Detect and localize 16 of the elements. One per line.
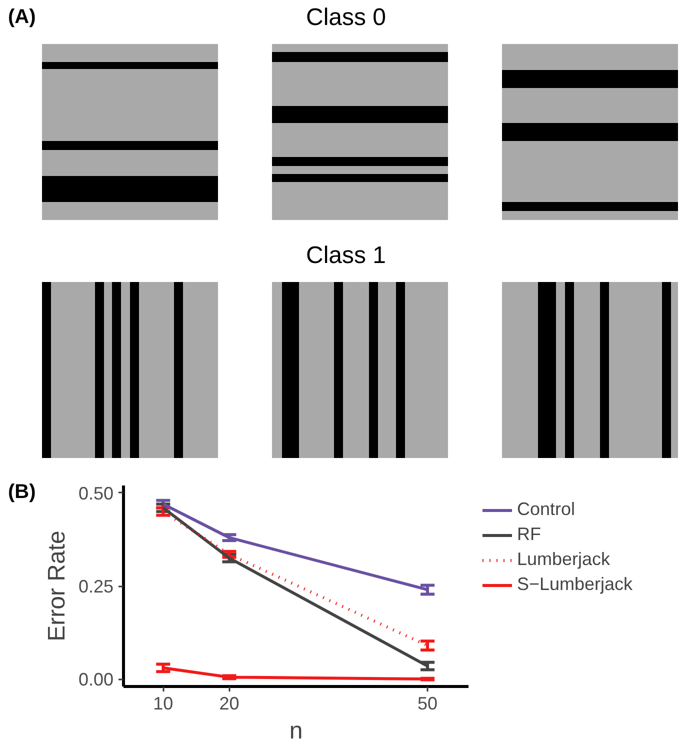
y-axis-title: Error Rate <box>43 530 70 642</box>
legend-label: S−Lumberjack <box>517 574 633 595</box>
x-tick-label: 10 <box>153 694 174 714</box>
x-axis-title: n <box>289 718 303 744</box>
y-tick-label: 0.00 <box>78 670 114 690</box>
legend-label: Control <box>517 499 576 520</box>
x-tick-label: 20 <box>219 694 240 714</box>
x-tick-label: 50 <box>418 694 438 714</box>
text: Class 0 <box>306 4 386 31</box>
text: (B) <box>8 481 36 504</box>
legend-label: RF <box>517 524 541 545</box>
text: Class 1 <box>304 242 388 270</box>
y-tick-label: 0.50 <box>78 483 114 504</box>
text: (A) <box>8 6 36 29</box>
y-tick-label: 0.25 <box>78 576 114 596</box>
legend-label: Lumberjack <box>517 549 610 570</box>
